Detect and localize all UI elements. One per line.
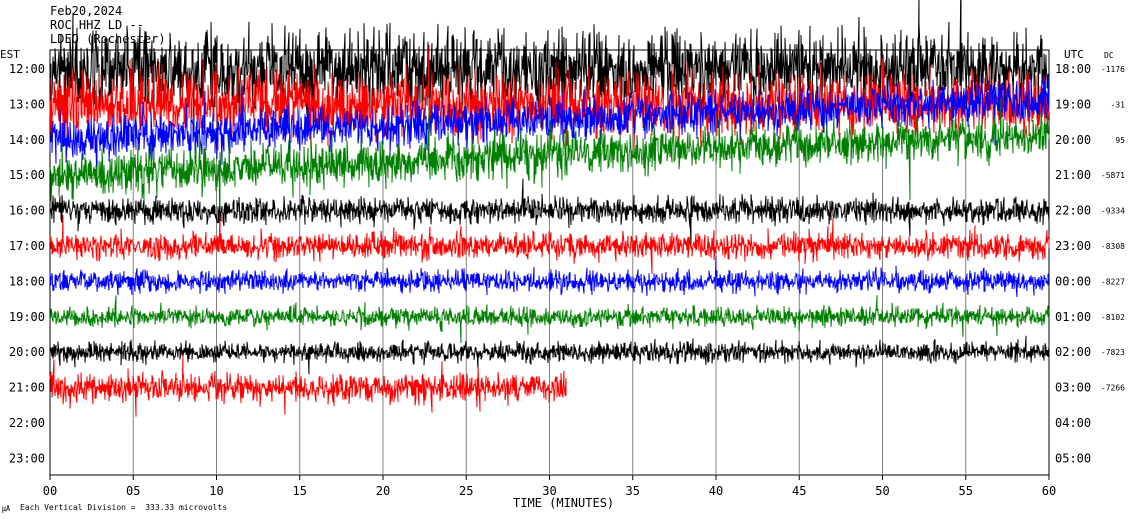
dc-offset-label: -8308 xyxy=(1101,242,1125,251)
seismic-trace xyxy=(49,74,1050,184)
dc-axis-title: DC xyxy=(1104,51,1114,60)
dc-offset-label: -8227 xyxy=(1101,277,1125,286)
est-tick-label: 20:00 xyxy=(9,345,45,359)
dc-offset-label: -9334 xyxy=(1101,207,1125,216)
x-tick-label: 40 xyxy=(709,484,723,498)
est-axis-title: EST xyxy=(0,48,20,61)
utc-tick-label: 00:00 xyxy=(1055,274,1091,288)
microvolt-mark: ㎂ xyxy=(2,504,10,513)
est-tick-label: 19:00 xyxy=(9,310,45,324)
x-tick-label: 50 xyxy=(875,484,889,498)
x-tick-label: 45 xyxy=(792,484,806,498)
x-axis-title: TIME (MINUTES) xyxy=(513,496,615,510)
utc-tick-label: 20:00 xyxy=(1055,133,1091,147)
station-label: ROC HHZ LD -- xyxy=(50,18,144,32)
est-tick-label: 12:00 xyxy=(9,62,45,76)
x-tick-label: 15 xyxy=(293,484,307,498)
x-tick-label: 25 xyxy=(459,484,473,498)
scale-footer: Each Vertical Division = 333.33 microvol… xyxy=(20,503,228,512)
utc-tick-label: 21:00 xyxy=(1055,168,1091,182)
utc-tick-label: 18:00 xyxy=(1055,62,1091,76)
utc-tick-label: 05:00 xyxy=(1055,451,1091,465)
x-tick-label: 55 xyxy=(959,484,973,498)
utc-tick-label: 23:00 xyxy=(1055,239,1091,253)
dc-offset-label: -8102 xyxy=(1101,313,1125,322)
seismic-trace xyxy=(49,215,1050,275)
est-tick-label: 14:00 xyxy=(9,133,45,147)
utc-tick-label: 22:00 xyxy=(1055,204,1091,218)
est-tick-label: 21:00 xyxy=(9,381,45,395)
date-label: Feb20,2024 xyxy=(50,4,123,18)
seismic-trace xyxy=(49,97,1050,243)
seismic-trace xyxy=(49,178,1050,249)
x-tick-label: 30 xyxy=(542,484,556,498)
x-tick-label: 10 xyxy=(209,484,223,498)
est-tick-label: 13:00 xyxy=(9,97,45,111)
dc-offset-label: -31 xyxy=(1111,100,1126,109)
utc-tick-label: 03:00 xyxy=(1055,381,1091,395)
seismic-trace xyxy=(49,335,1050,375)
utc-tick-label: 19:00 xyxy=(1055,97,1091,111)
dc-offset-label: -1176 xyxy=(1101,65,1125,74)
est-tick-label: 23:00 xyxy=(9,451,45,465)
dc-offset-label: 95 xyxy=(1115,136,1125,145)
x-tick-label: 20 xyxy=(376,484,390,498)
x-tick-label: 00 xyxy=(43,484,57,498)
utc-tick-label: 02:00 xyxy=(1055,345,1091,359)
agency-label: LDEO (Rochester) xyxy=(50,32,166,46)
est-tick-label: 16:00 xyxy=(9,204,45,218)
x-tick-label: 05 xyxy=(126,484,140,498)
dc-offset-label: -7823 xyxy=(1101,348,1125,357)
est-tick-label: 15:00 xyxy=(9,168,45,182)
dc-offset-label: -7266 xyxy=(1101,384,1125,393)
x-tick-label: 60 xyxy=(1042,484,1056,498)
seismic-trace xyxy=(49,295,1050,344)
utc-tick-label: 04:00 xyxy=(1055,416,1091,430)
x-tick-label: 35 xyxy=(626,484,640,498)
utc-tick-label: 01:00 xyxy=(1055,310,1091,324)
est-tick-label: 22:00 xyxy=(9,416,45,430)
seismic-trace xyxy=(49,255,1050,298)
utc-axis-title: UTC xyxy=(1064,48,1084,61)
est-tick-label: 18:00 xyxy=(9,274,45,288)
est-tick-label: 17:00 xyxy=(9,239,45,253)
seismic-trace xyxy=(49,354,567,417)
dc-offset-label: -5871 xyxy=(1101,171,1125,180)
